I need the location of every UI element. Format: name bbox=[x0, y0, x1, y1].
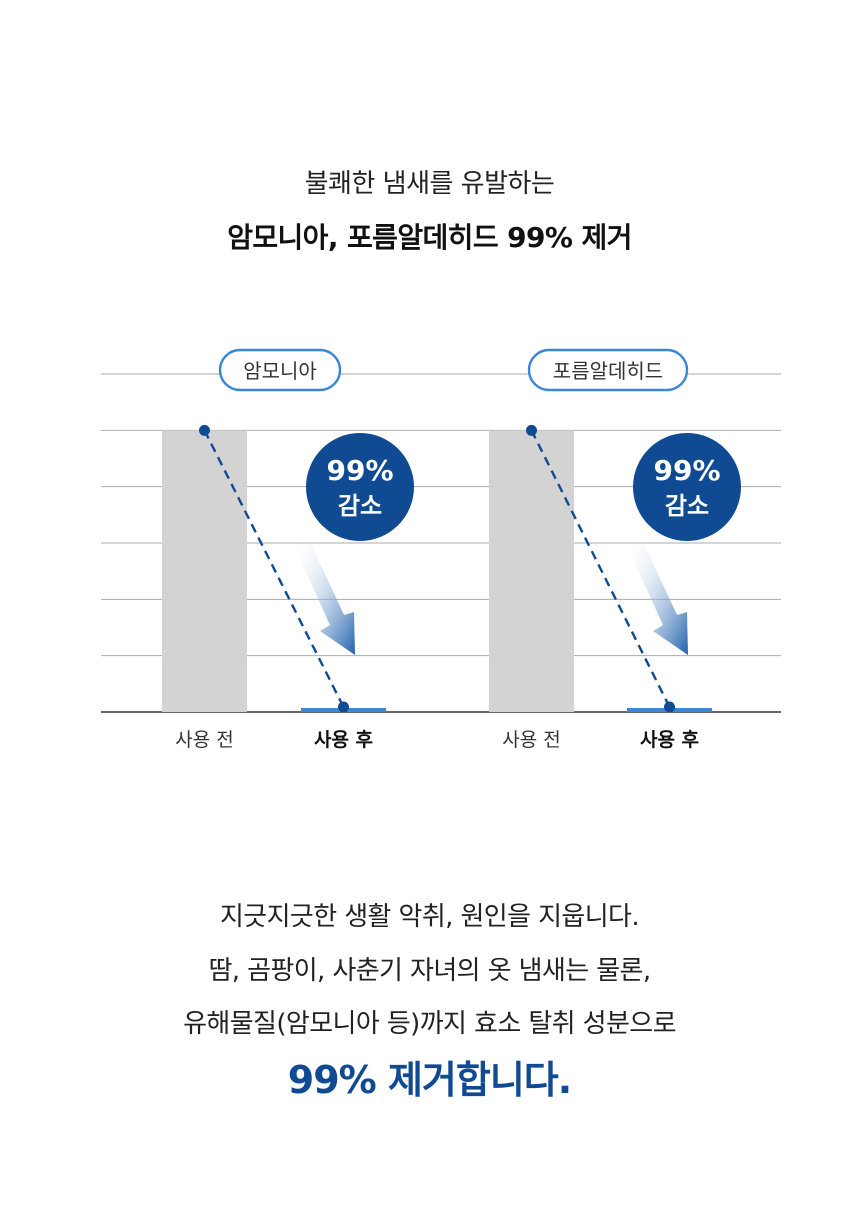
bar-before bbox=[162, 430, 247, 712]
series-title-pill bbox=[527, 348, 689, 392]
badge-label: 감소 bbox=[338, 492, 382, 520]
category-label-after: 사용 후 bbox=[314, 729, 373, 751]
series-title-pill bbox=[218, 348, 342, 392]
body-emphasis: 99% 제거합니다. bbox=[287, 1058, 572, 1102]
badge-label: 감소 bbox=[665, 492, 709, 520]
category-label-before: 사용 전 bbox=[175, 729, 233, 751]
badge-percent: 99% bbox=[653, 454, 720, 487]
trend-point-after bbox=[664, 701, 675, 713]
body-line2: 땀, 곰팡이, 사춘기 자녀의 옷 냄새는 물론, bbox=[208, 956, 651, 986]
decrease-arrow bbox=[294, 542, 355, 655]
trend-point-before bbox=[526, 424, 537, 436]
headline-line1: 불쾌한 냄새를 유발하는 bbox=[304, 169, 555, 199]
decrease-arrow bbox=[627, 542, 688, 655]
headline-line2: 암모니아, 포름알데히드 99% 제거 bbox=[227, 221, 632, 254]
reduction-badge bbox=[633, 433, 741, 541]
trend-dashed-line bbox=[203, 429, 345, 708]
trend-point-after bbox=[338, 701, 349, 713]
badge-percent: 99% bbox=[326, 454, 393, 487]
series-title: 암모니아 bbox=[243, 359, 317, 383]
category-label-before: 사용 전 bbox=[502, 729, 560, 751]
category-label-after: 사용 후 bbox=[640, 729, 699, 751]
bar-before bbox=[489, 430, 574, 712]
body-line3: 유해물질(암모니아 등)까지 효소 탈취 성분으로 bbox=[183, 1009, 676, 1039]
series-title: 포름알데히드 bbox=[553, 359, 663, 383]
trend-dashed-line bbox=[530, 429, 671, 708]
body-line1: 지긋지긋한 생활 악취, 원인을 지웁니다. bbox=[219, 902, 640, 932]
trend-point-before bbox=[199, 424, 210, 436]
reduction-badge bbox=[306, 433, 414, 541]
